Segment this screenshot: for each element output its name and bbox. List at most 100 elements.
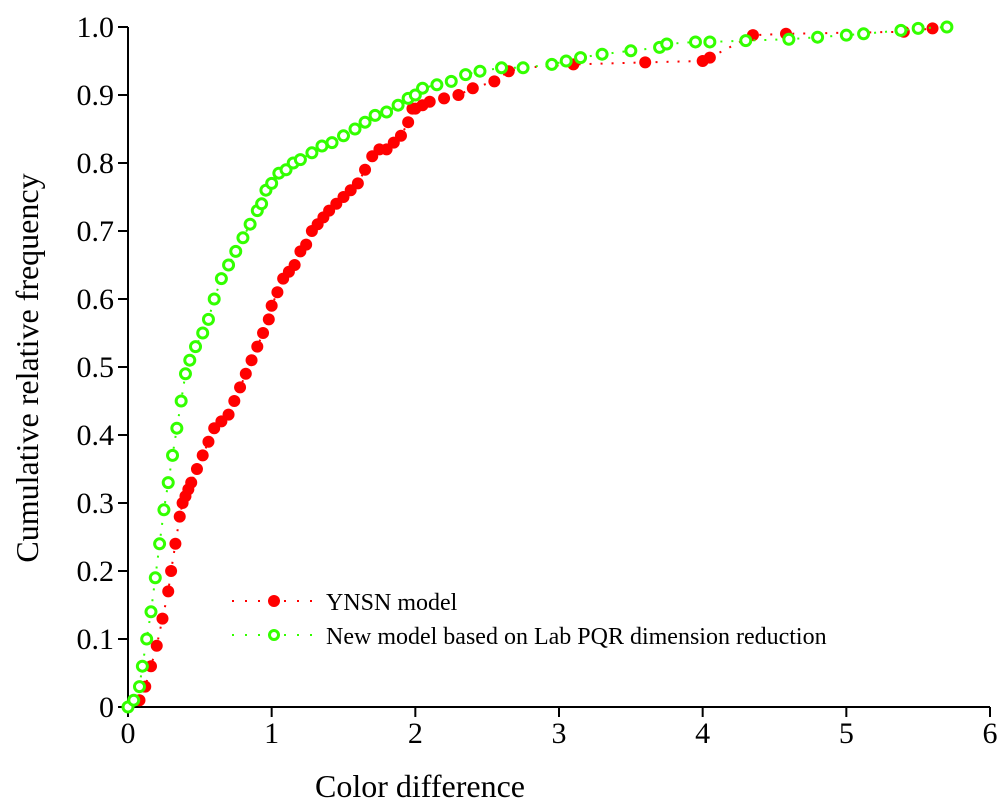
- legend-marker: [268, 595, 280, 607]
- data-point: [173, 510, 186, 523]
- data-point: [452, 89, 465, 101]
- data-point: [229, 244, 243, 258]
- y-tick-label: 0.8: [77, 147, 115, 180]
- legend-label: YNSN model: [326, 590, 458, 616]
- data-point: [169, 537, 182, 550]
- y-tick-label: 0.5: [77, 351, 115, 384]
- x-tick-label: 1: [264, 717, 279, 750]
- data-point: [150, 639, 163, 652]
- data-point: [202, 435, 215, 448]
- data-point: [466, 82, 479, 95]
- x-tick-label: 4: [695, 717, 710, 750]
- data-point: [473, 64, 487, 78]
- data-point: [459, 68, 473, 82]
- data-point: [201, 312, 215, 326]
- data-point: [811, 30, 825, 44]
- legend: YNSN model New model based on Lab PQR dim…: [232, 590, 827, 650]
- y-tick-label: 0: [99, 691, 114, 724]
- x-tick-label: 0: [121, 717, 136, 750]
- data-point: [135, 659, 149, 673]
- data-point: [140, 632, 154, 646]
- data-point: [559, 54, 573, 68]
- data-point: [315, 139, 329, 153]
- series-layer: [121, 20, 954, 714]
- y-tick-label: 0.3: [77, 487, 115, 520]
- data-point: [207, 292, 221, 306]
- data-point: [166, 448, 180, 462]
- data-point: [595, 47, 609, 61]
- data-point: [402, 116, 415, 129]
- series-new-model: [121, 20, 954, 714]
- data-point: [423, 95, 436, 108]
- y-tick-label: 0.7: [77, 215, 115, 248]
- data-point: [170, 421, 184, 435]
- series-ynsn: [122, 22, 939, 713]
- data-point: [153, 537, 167, 551]
- legend-item: New model based on Lab PQR dimension red…: [232, 624, 827, 650]
- data-point: [161, 476, 175, 490]
- data-point: [165, 565, 178, 577]
- data-point: [380, 105, 394, 119]
- data-point: [782, 32, 796, 46]
- data-point: [926, 22, 939, 35]
- data-point: [488, 75, 501, 88]
- data-point: [337, 129, 350, 143]
- data-point: [288, 259, 301, 271]
- data-point: [703, 35, 717, 49]
- data-point: [359, 163, 372, 176]
- data-point: [444, 74, 458, 88]
- data-point: [703, 51, 716, 64]
- data-point: [325, 136, 339, 150]
- data-point: [574, 51, 588, 65]
- data-point: [300, 238, 313, 251]
- data-point: [271, 286, 284, 299]
- data-point: [162, 585, 175, 598]
- data-point: [183, 353, 197, 367]
- data-point: [257, 327, 270, 339]
- data-point: [234, 381, 247, 394]
- data-point: [348, 122, 362, 136]
- data-point: [639, 56, 652, 69]
- data-point: [251, 340, 264, 353]
- data-point: [739, 34, 753, 48]
- axes: 0 1 2 3 4 5 6 0 0.1 0.2 0.3 0.4 0.5 0.6 0.7 0.8 0.9 1.0: [77, 11, 998, 750]
- data-point: [157, 503, 171, 517]
- data-point: [516, 61, 530, 75]
- x-tick-label: 2: [408, 717, 423, 750]
- data-point: [178, 367, 192, 381]
- y-tick-label: 0.1: [77, 623, 115, 656]
- data-point: [495, 61, 509, 75]
- data-point: [265, 176, 279, 190]
- x-tick-label: 6: [983, 717, 998, 750]
- data-point: [132, 680, 146, 694]
- x-axis-label: Color difference: [315, 768, 525, 804]
- data-point: [265, 299, 278, 312]
- data-point: [196, 449, 209, 462]
- data-point: [368, 108, 382, 122]
- data-point: [148, 571, 162, 585]
- data-point: [894, 23, 908, 37]
- data-point: [196, 326, 210, 340]
- data-point: [624, 44, 638, 58]
- data-point: [305, 146, 319, 160]
- data-point: [222, 258, 236, 272]
- data-point: [239, 367, 252, 380]
- data-point: [857, 27, 871, 41]
- data-point: [660, 37, 674, 51]
- y-tick-label: 0.9: [77, 79, 115, 112]
- data-point: [245, 354, 258, 367]
- data-point: [156, 612, 169, 625]
- y-tick-label: 0.6: [77, 283, 115, 316]
- data-point: [416, 81, 430, 95]
- data-point: [190, 463, 203, 475]
- data-point: [127, 693, 141, 707]
- data-point: [351, 177, 364, 190]
- data-point: [545, 57, 559, 71]
- data-point: [214, 272, 228, 286]
- y-tick-label: 0.2: [77, 555, 115, 588]
- y-tick-label: 0.4: [77, 419, 115, 452]
- data-point: [236, 231, 250, 245]
- data-point: [394, 129, 407, 142]
- data-point: [243, 217, 257, 231]
